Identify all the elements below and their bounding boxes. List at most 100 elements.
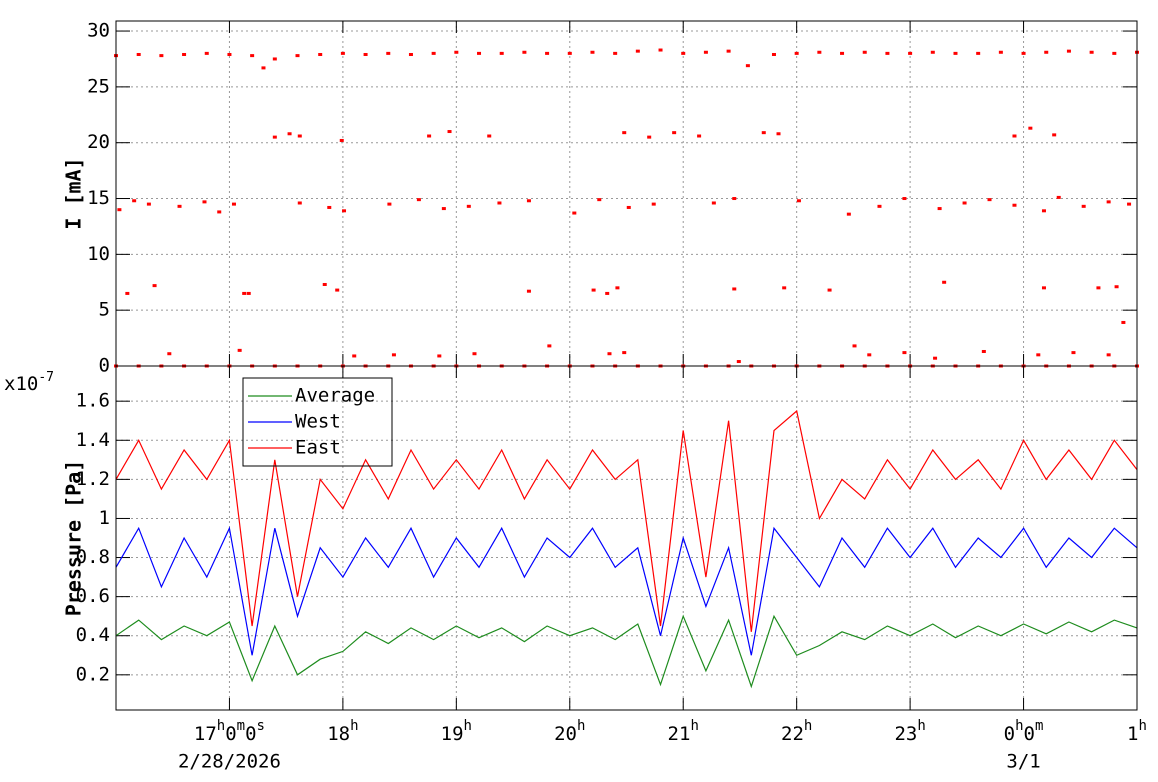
x-tick-label-part: 17 [194, 723, 217, 745]
x-tick-label-part: h [577, 718, 585, 734]
point [177, 204, 182, 208]
point [477, 51, 482, 55]
x-tick-label: 18h [327, 718, 358, 745]
x-tick-label-part: h [917, 718, 925, 734]
x-tick-label: 17h0m0s [194, 718, 265, 745]
y-tick-label: 0.2 [76, 663, 110, 685]
x-tick-label-part: 0 [1004, 723, 1015, 745]
point [681, 51, 686, 55]
point [386, 51, 391, 55]
y-tick-label: 0 [99, 355, 110, 377]
point [885, 51, 890, 55]
x-tick-label-part: h [804, 718, 812, 734]
x-tick-label-part: 0 [1024, 723, 1035, 745]
point [1041, 286, 1046, 290]
point [1112, 51, 1117, 55]
point [272, 57, 277, 61]
point [152, 284, 157, 288]
point [159, 54, 164, 58]
point [877, 204, 882, 208]
point [447, 130, 452, 134]
point [246, 291, 251, 295]
point [136, 52, 141, 56]
plot-frame [115, 365, 1138, 711]
point [1052, 133, 1057, 137]
x-tick-label-part: h [1139, 718, 1147, 734]
point [297, 201, 302, 205]
point [427, 134, 432, 138]
x-tick-label: 0h0m [1004, 718, 1044, 745]
point [272, 135, 277, 139]
point [454, 50, 459, 54]
point [1071, 351, 1076, 355]
point [231, 202, 236, 206]
point [202, 200, 207, 204]
point [287, 132, 292, 136]
point [987, 198, 992, 202]
x-tick-label-part: 1 [1127, 723, 1138, 745]
y-tick-label: 0.8 [76, 546, 110, 568]
point [497, 201, 502, 205]
point [416, 198, 421, 202]
x-tick-label-part: 18 [327, 723, 350, 745]
point [607, 352, 612, 356]
point [998, 50, 1003, 54]
point [327, 205, 332, 209]
point [342, 209, 347, 213]
y-tick-label: 15 [87, 187, 110, 209]
point [339, 138, 344, 142]
x-tick-label-part: h [350, 718, 358, 734]
point [132, 199, 137, 203]
point [732, 197, 737, 201]
date-label: 2/28/2026 [178, 751, 281, 773]
line-series [115, 526, 1138, 656]
x-tick-label-part: 19 [441, 723, 464, 745]
x-tick-label: 1h [1127, 718, 1147, 745]
y-tick-label: 0.6 [76, 585, 110, 607]
point [796, 199, 801, 203]
point [962, 201, 967, 205]
point [545, 51, 550, 55]
point [125, 291, 130, 295]
x-tick-label-part: h [1015, 718, 1023, 734]
y-tick-label: 0.4 [76, 624, 110, 646]
point [1044, 50, 1049, 54]
point [297, 134, 302, 138]
point [590, 50, 595, 54]
point [908, 51, 913, 55]
point [146, 202, 151, 206]
point [1021, 51, 1026, 55]
point [782, 286, 787, 290]
point [976, 51, 981, 55]
point [182, 52, 187, 56]
x-tick-label-part: m [237, 718, 245, 734]
point [840, 51, 845, 55]
point [658, 48, 663, 52]
point [1081, 204, 1086, 208]
line-series [115, 614, 1138, 689]
point [572, 211, 577, 215]
point [827, 288, 832, 292]
point [522, 50, 527, 54]
point [776, 132, 781, 136]
x-tick-label: 19h [441, 718, 472, 745]
point [635, 49, 640, 53]
point [499, 51, 504, 55]
point [697, 134, 702, 138]
point [363, 52, 368, 56]
axis-multiplier: x10-7 [4, 370, 54, 395]
x-tick-label-part: 23 [894, 723, 917, 745]
point [466, 204, 471, 208]
point [902, 351, 907, 355]
point [352, 354, 357, 358]
point [117, 208, 122, 212]
y-tick-label: 20 [87, 131, 110, 153]
point [1114, 285, 1119, 289]
point [1012, 203, 1017, 207]
point [615, 286, 620, 290]
point [408, 52, 413, 56]
point [217, 210, 222, 214]
point [437, 354, 442, 358]
point [431, 51, 436, 55]
point [794, 51, 799, 55]
